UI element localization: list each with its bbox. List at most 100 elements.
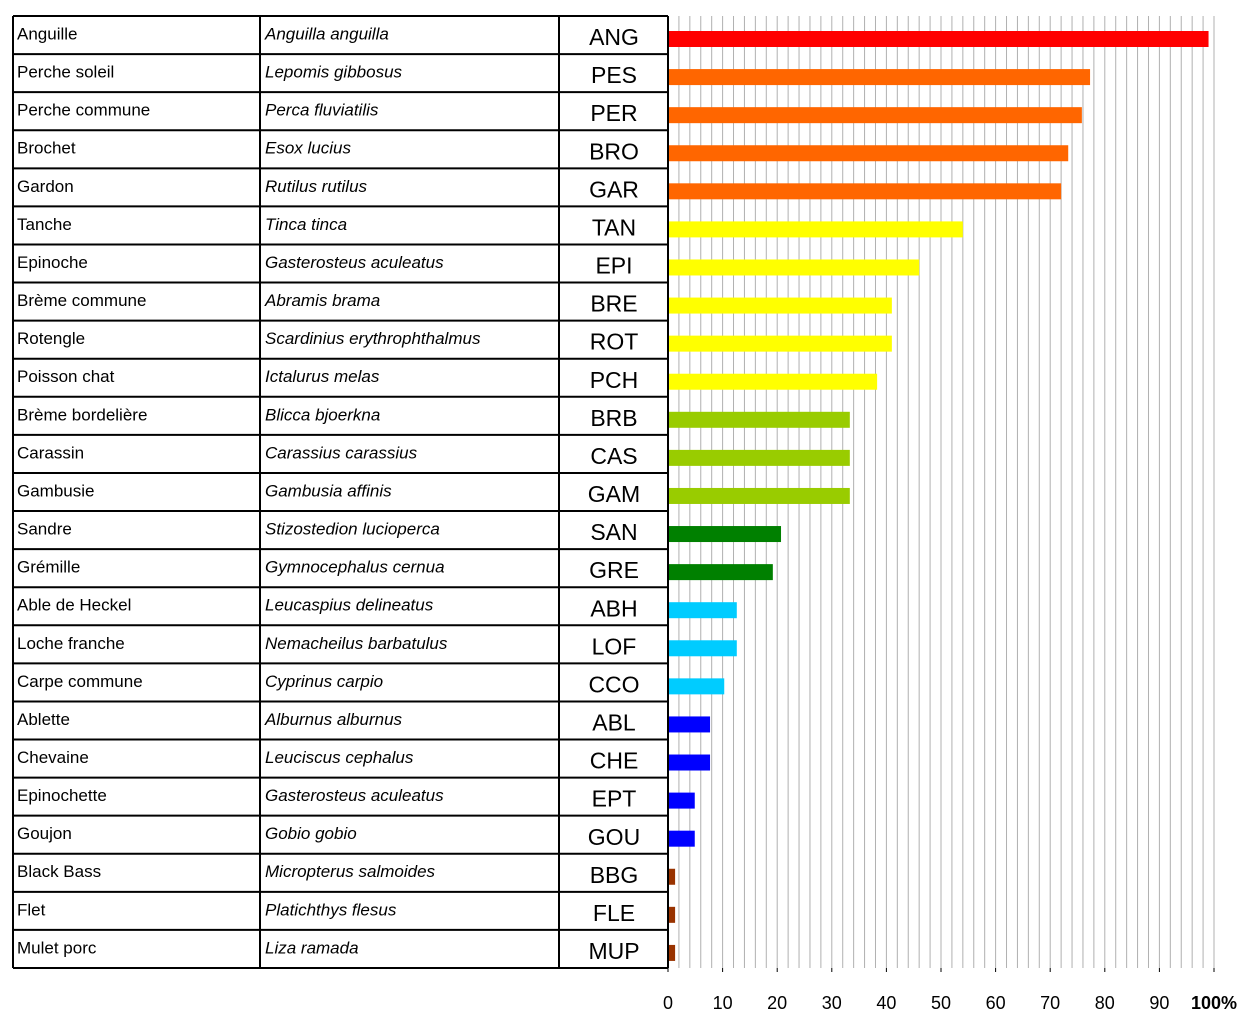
bar [668,69,1091,86]
scientific-name: Leuciscus cephalus [265,748,414,767]
bar [668,183,1062,200]
species-code: FLE [593,900,635,926]
scientific-name: Gymnocephalus cernua [265,558,445,577]
scientific-name: Liza ramada [265,938,359,957]
common-name: Able de Heckel [17,596,131,615]
common-name: Carpe commune [17,672,143,691]
scientific-name: Cyprinus carpio [265,672,383,691]
bar [668,259,920,276]
species-code: PCH [590,367,639,393]
scientific-name: Carassius carassius [265,443,418,462]
x-tick-label: 10 [713,993,733,1012]
bar [668,145,1069,162]
species-code: PER [590,100,637,126]
species-code: BBG [590,862,639,888]
bar [668,487,850,504]
bar [668,335,892,352]
bar [668,640,737,657]
scientific-name: Blicca bjoerkna [265,405,380,424]
common-name: Sandre [17,520,72,539]
common-name: Perche soleil [17,63,114,82]
scientific-name: Nemacheilus barbatulus [265,634,448,653]
common-name: Grémille [17,558,80,577]
common-name: Brème bordelière [17,405,147,424]
x-tick-label: 60 [986,993,1006,1012]
x-tick-label: 30 [822,993,842,1012]
species-code: TAN [592,214,636,240]
bar [668,411,850,428]
common-name: Epinoche [17,253,88,272]
scientific-name: Gasterosteus aculeatus [265,253,444,272]
scientific-name: Esox lucius [265,139,351,158]
species-code: ABH [590,595,637,621]
bar [668,526,782,543]
species-code: GRE [589,557,639,583]
bar [668,678,725,695]
bar [668,944,676,961]
common-name: Perche commune [17,101,150,120]
scientific-name: Alburnus alburnus [264,710,403,729]
x-tick-label: 80 [1095,993,1115,1012]
species-code: CHE [590,748,639,774]
bar [668,107,1082,124]
bar [668,754,711,771]
x-tick-label: 50 [931,993,951,1012]
common-name: Tanche [17,215,72,234]
species-code: ROT [590,329,639,355]
species-code: SAN [590,519,637,545]
bar [668,830,695,847]
common-name: Brochet [17,139,76,158]
common-name: Poisson chat [17,367,115,386]
x-tick-label: 20 [767,993,787,1012]
common-name: Carassin [17,443,84,462]
scientific-name: Ictalurus melas [265,367,380,386]
x-tick-label: 0 [663,993,673,1012]
species-code: LOF [592,633,637,659]
bar [668,906,676,923]
species-code: ANG [589,24,639,50]
bar [668,449,850,466]
common-name: Rotengle [17,329,85,348]
scientific-name: Tinca tinca [265,215,347,234]
bar [668,602,737,619]
bar [668,31,1209,47]
x-tick-label: 100% [1191,993,1237,1012]
common-name: Mulet porc [17,938,97,957]
x-tick-label: 70 [1040,993,1060,1012]
species-code: EPI [595,253,632,279]
common-name: Goujon [17,824,72,843]
scientific-name: Perca fluviatilis [265,101,379,120]
bar [668,297,892,314]
species-code: BRE [590,291,637,317]
bar [668,868,676,885]
species-code: BRB [590,405,637,431]
scientific-name: Rutilus rutilus [265,177,368,196]
species-code: PES [591,62,637,88]
scientific-name: Gambusia affinis [265,481,392,500]
species-code: EPT [592,786,637,812]
scientific-name: Leucaspius delineatus [265,596,434,615]
scientific-name: Abramis brama [264,291,380,310]
scientific-name: Lepomis gibbosus [265,63,403,82]
species-code: CCO [588,671,639,697]
common-name: Ablette [17,710,70,729]
species-code: ABL [592,710,636,736]
species-code: GAR [589,176,639,202]
scientific-name: Stizostedion lucioperca [265,520,440,539]
species-code: GOU [588,824,640,850]
scientific-name: Platichthys flesus [265,900,397,919]
scientific-name: Micropterus salmoides [265,862,436,881]
common-name: Loche franche [17,634,125,653]
common-name: Gardon [17,177,74,196]
common-name: Anguille [17,24,78,43]
common-name: Black Bass [17,862,101,881]
common-name: Epinochette [17,786,107,805]
x-tick-label: 90 [1149,993,1169,1012]
scientific-name: Gobio gobio [265,824,357,843]
bar [668,373,878,390]
scientific-name: Gasterosteus aculeatus [265,786,444,805]
common-name: Brème commune [17,291,146,310]
species-code: MUP [588,938,639,964]
